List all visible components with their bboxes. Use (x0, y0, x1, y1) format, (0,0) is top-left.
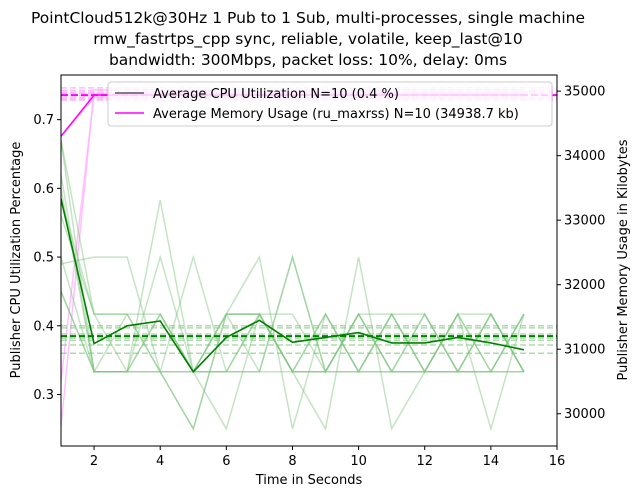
y-left-axis-ticks: 0.3 0.4 0.5 0.6 0.7 (33, 113, 61, 403)
y-right-tick-label-2: 32000 (564, 278, 605, 293)
cpu-series-9 (61, 140, 525, 431)
y-right-axis-label: Publisher Memory Usage in Kilobytes (616, 139, 631, 380)
x-tick-label-2: 6 (222, 454, 230, 469)
x-tick-label-0: 2 (90, 454, 98, 469)
legend: Average CPU Utilization N=10 (0.4 %) Ave… (107, 81, 553, 127)
x-tick-label-5: 12 (416, 454, 433, 469)
cpu-series-0 (61, 140, 525, 374)
y-left-tick-label-0: 0.3 (33, 388, 54, 403)
x-tick-label-7: 16 (549, 454, 566, 469)
cpu-series-5 (61, 254, 524, 375)
y-left-tick-label-1: 0.4 (33, 319, 54, 334)
plot-content (61, 87, 557, 432)
plot-frame (60, 74, 558, 447)
x-tick-label-3: 8 (288, 454, 296, 469)
cpu-series-7 (61, 254, 525, 432)
legend-label-cpu: Average CPU Utilization N=10 (0.4 %) (153, 87, 399, 102)
title-line-2: rmw_fastrtps_cpp sync, reliable, volatil… (93, 30, 522, 49)
x-tick-label-1: 4 (156, 454, 164, 469)
cpu-series-8 (61, 174, 525, 431)
y-left-tick-label-3: 0.6 (33, 182, 54, 197)
legend-box (107, 81, 553, 127)
y-right-tick-label-1: 31000 (564, 343, 605, 358)
cpu-series-3 (61, 188, 525, 374)
x-tick-label-4: 10 (350, 454, 367, 469)
y-right-tick-label-4: 34000 (564, 149, 605, 164)
y-right-tick-label-3: 33000 (564, 214, 605, 229)
cpu-series-4 (61, 256, 525, 374)
y-right-tick-label-5: 35000 (564, 85, 605, 100)
cpu-mean-series (61, 198, 525, 374)
x-axis-ticks: 2 4 6 8 10 12 14 16 (90, 446, 565, 469)
y-right-axis-ticks: 30000 31000 32000 33000 34000 35000 (557, 85, 605, 422)
title-line-3: bandwidth: 300Mbps, packet loss: 10%, de… (109, 51, 507, 69)
legend-label-memory: Average Memory Usage (ru_maxrss) N=10 (3… (153, 107, 519, 122)
cpu-series-1 (61, 199, 525, 374)
plot-area (61, 87, 557, 432)
y-right-tick-label-0: 30000 (564, 407, 605, 422)
cpu-series-2 (61, 215, 524, 373)
y-left-tick-label-2: 0.5 (33, 251, 54, 266)
chart-title: PointCloud512k@30Hz 1 Pub to 1 Sub, mult… (31, 9, 585, 69)
y-left-tick-label-4: 0.7 (33, 113, 54, 128)
cpu-series-6 (61, 254, 525, 431)
y-left-axis-label: Publisher CPU Utilization Percentage (9, 142, 24, 379)
x-axis-label: Time in Seconds (255, 473, 363, 488)
title-line-1: PointCloud512k@30Hz 1 Pub to 1 Sub, mult… (31, 9, 585, 27)
x-tick-label-6: 14 (483, 454, 500, 469)
